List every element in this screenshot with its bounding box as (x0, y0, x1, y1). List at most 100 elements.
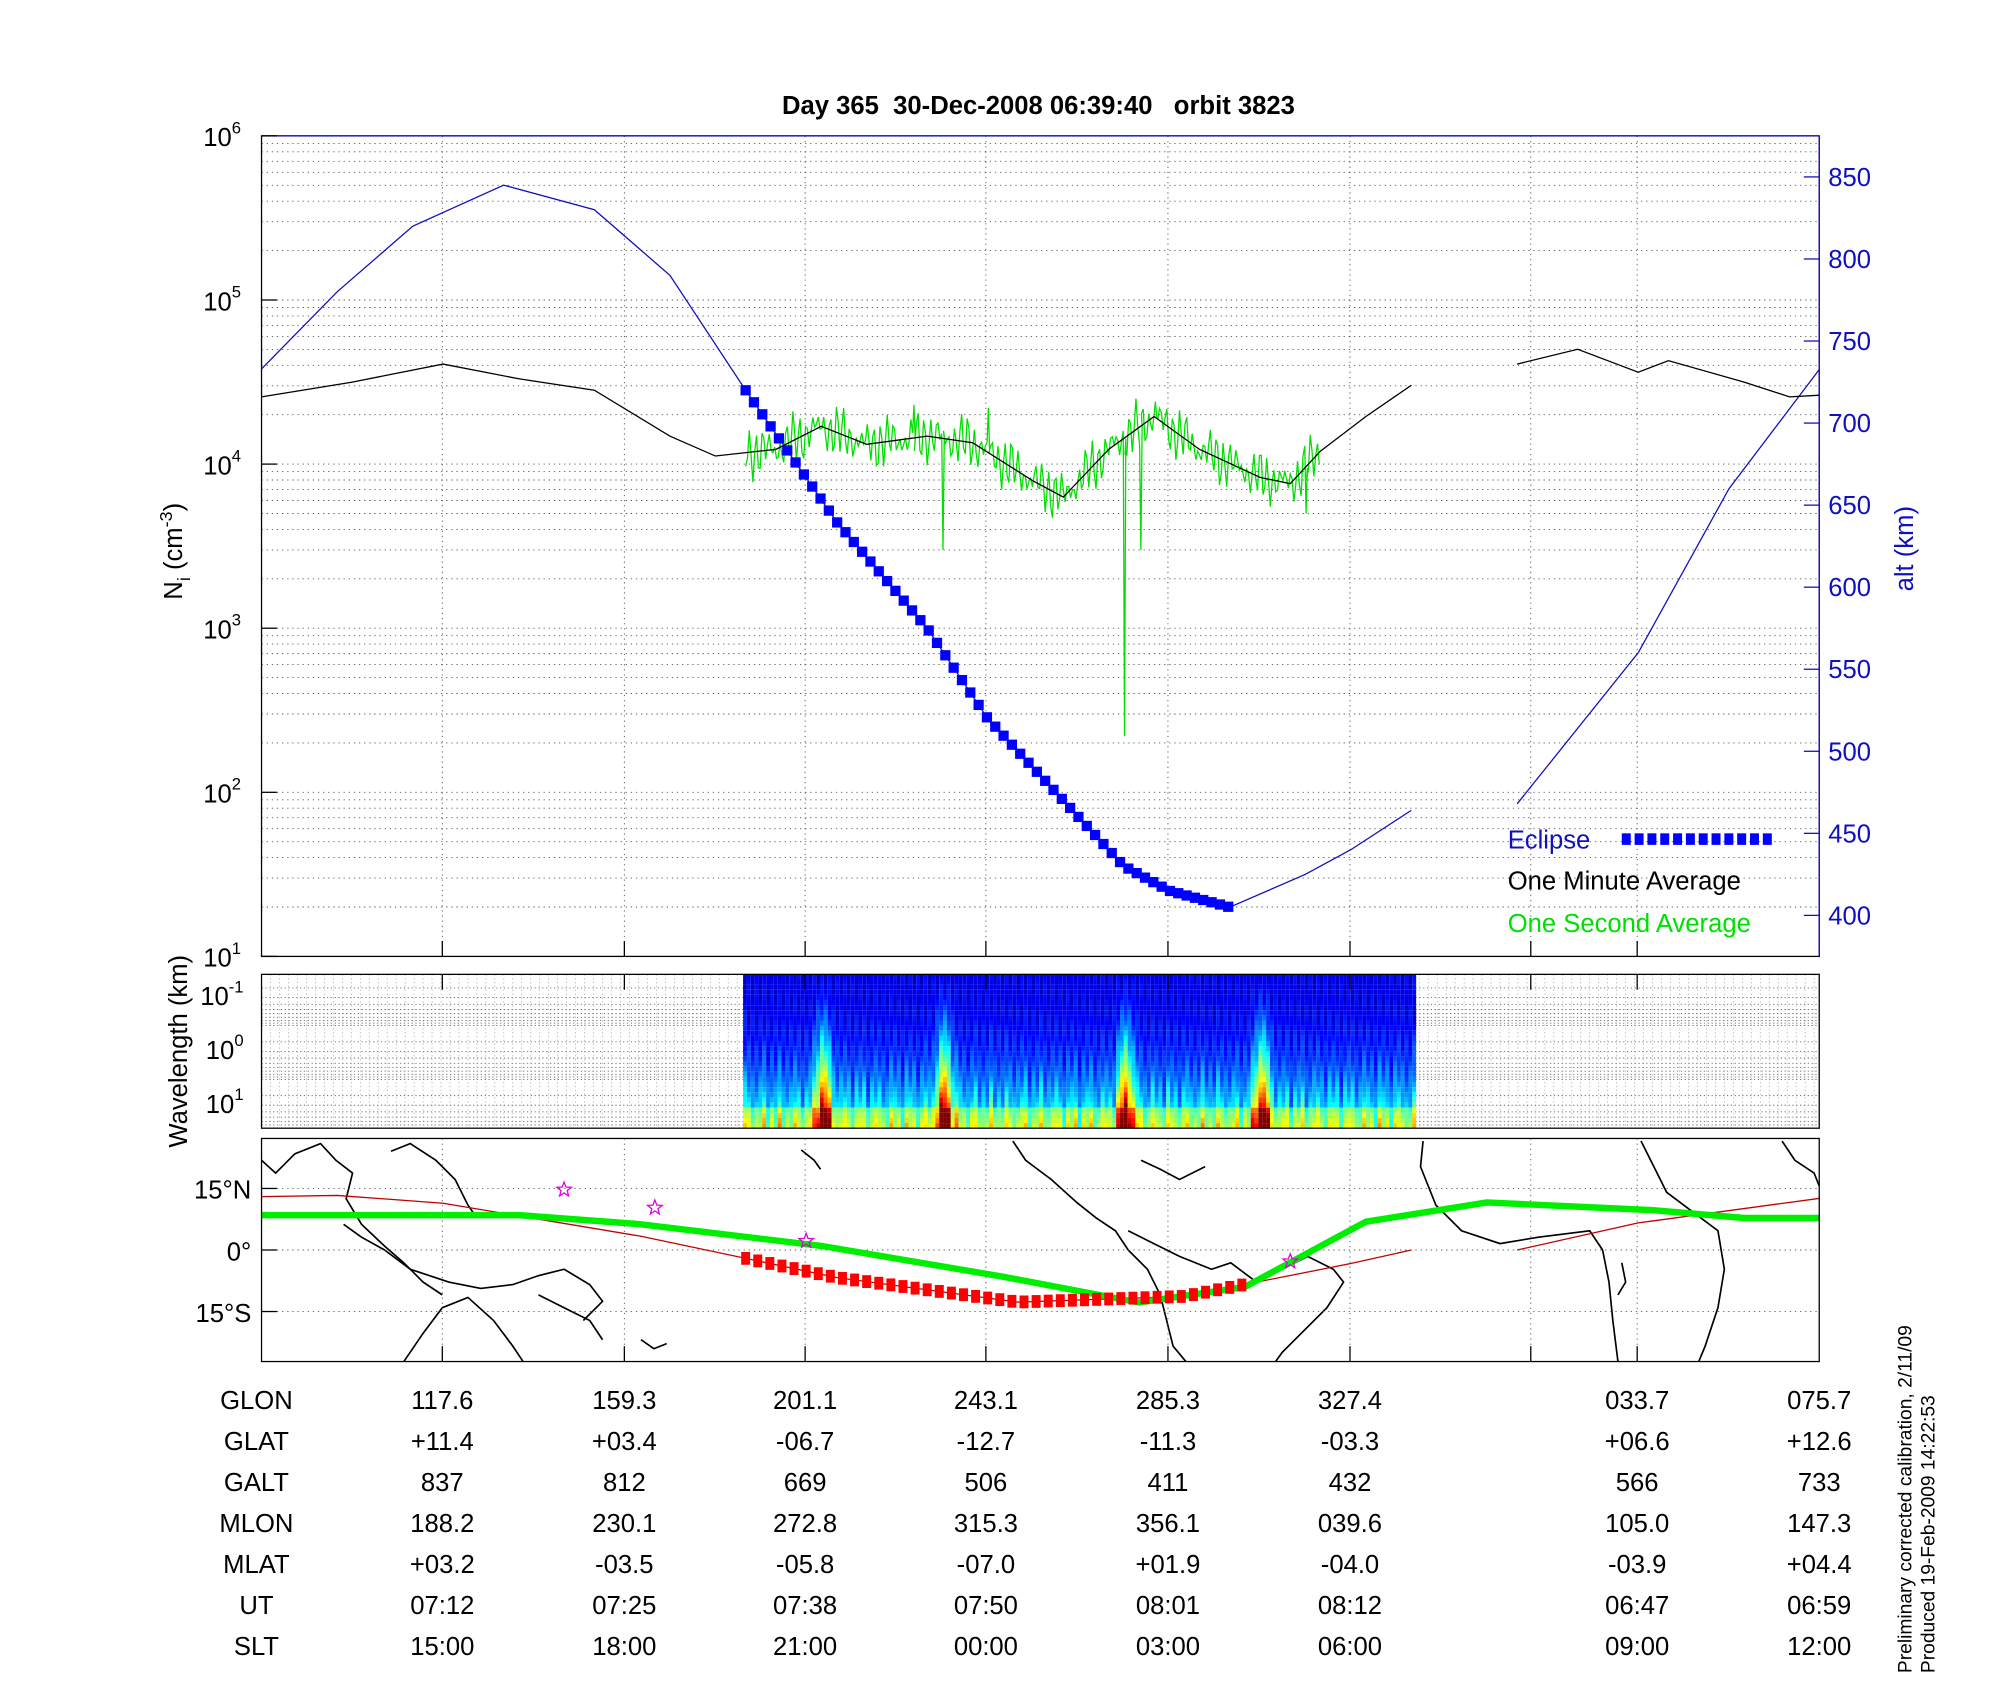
spectrogram-cell (1120, 1010, 1124, 1016)
spectrogram-cell (1254, 989, 1259, 995)
spectrogram-cell (823, 1056, 828, 1062)
spectrogram-cell (843, 1102, 847, 1108)
spectrogram-cell (1235, 1071, 1240, 1077)
spectrogram-cell (781, 1123, 786, 1129)
spectrogram-cell (1277, 1051, 1282, 1057)
spectrogram-cell (1235, 984, 1240, 990)
spectrogram-cell (900, 1051, 905, 1057)
spectrogram-cell (1181, 1071, 1186, 1077)
spectrogram-cell (823, 1071, 828, 1077)
spectrogram-cell (1273, 1035, 1278, 1042)
spectrogram-cell (1000, 994, 1005, 1000)
spectrogram-cell (1193, 1102, 1197, 1108)
spectrogram-cell (1139, 979, 1144, 985)
spectrogram-cell (908, 1046, 913, 1052)
spectrogram-cell (935, 1071, 940, 1077)
spectrogram-cell (896, 1117, 901, 1124)
spectrogram-cell (1089, 1076, 1094, 1083)
spectrogram-cell (916, 984, 920, 990)
spectrogram-cell (843, 1112, 847, 1118)
spectrogram-cell (1220, 1041, 1224, 1047)
spectrogram-cell (1035, 1041, 1040, 1047)
spectrogram-cell (843, 979, 847, 985)
spectrogram-cell (1270, 1035, 1274, 1042)
spectrogram-cell (1066, 1087, 1070, 1093)
spectrogram-cell (816, 1000, 820, 1006)
spectrogram-cell (843, 1005, 847, 1011)
one-minute-average-line (1517, 348, 1820, 398)
spectrogram-cell (893, 1076, 897, 1083)
spectrogram-cell (1243, 1005, 1247, 1011)
spectrogram-cell (1246, 1087, 1251, 1093)
spectrogram-cell (1270, 1071, 1274, 1077)
spectrogram-cell (1154, 974, 1159, 980)
spectrogram-cell (773, 1056, 778, 1062)
spectrogram-cell (889, 1087, 894, 1093)
spectrogram-cell (1196, 1025, 1201, 1031)
spectrogram-cell (1281, 1117, 1286, 1124)
spectrogram-cell (1285, 1061, 1290, 1067)
spectrogram-cell (1258, 1015, 1263, 1021)
spectrogram-cell (1277, 1005, 1282, 1011)
spectrogram-cell (1123, 1030, 1128, 1036)
spectrogram-cell (1058, 1087, 1063, 1093)
spectrogram-cell (885, 1015, 890, 1021)
spectrogram-cell (1073, 1051, 1078, 1057)
spectrogram-cell (1212, 1112, 1217, 1118)
spectrogram-cell (1012, 1071, 1017, 1077)
spectrogram-cell (1120, 1030, 1124, 1036)
spectrogram-cell (812, 1056, 817, 1062)
spectrogram-cell (1285, 1107, 1290, 1113)
spectrogram-cell (831, 1030, 836, 1036)
spectrogram-cell (985, 1107, 990, 1113)
spectrogram-cell (1196, 1056, 1201, 1062)
spectrogram-cell (1039, 1010, 1044, 1016)
spectrogram-cell (1143, 1066, 1147, 1072)
spectrogram-cell (1019, 1076, 1024, 1083)
spectrogram-cell (908, 1112, 913, 1118)
spectrogram-cell (1154, 1066, 1159, 1072)
spectrogram-cell (816, 989, 820, 995)
spectrogram-cell (796, 1076, 801, 1083)
spectrogram-cell (1131, 1087, 1136, 1093)
spectrogram-cell (1227, 1035, 1232, 1042)
spectrogram-cell (846, 1041, 851, 1047)
spectrogram-cell (1116, 1102, 1120, 1108)
spectrogram-cell (762, 989, 767, 995)
spectrogram-cell (804, 1087, 809, 1093)
spectrogram-cell (1004, 1076, 1009, 1083)
spectrogram-cell (1104, 1005, 1109, 1011)
spectrogram-cell (985, 1082, 990, 1088)
spectrogram-cell (1066, 1107, 1070, 1113)
spectrogram-cell (1266, 1112, 1270, 1118)
spectrogram-cell (769, 989, 774, 995)
spectrogram-cell (889, 1041, 894, 1047)
spectrogram-cell (1023, 994, 1028, 1000)
spectrogram-cell (1296, 1000, 1301, 1006)
spectrogram-cell (1027, 1066, 1032, 1072)
spectrogram-cell (989, 1005, 994, 1011)
spectrogram-cell (1081, 1071, 1086, 1077)
spectrogram-cell (1031, 1046, 1036, 1052)
spectrogram-cell (1135, 984, 1140, 990)
spectrogram-cell (1123, 1025, 1128, 1031)
spectrogram-cell (1112, 1020, 1117, 1026)
spectrogram-cell (750, 994, 755, 1000)
spectrogram-cell (823, 1092, 828, 1098)
spectrogram-cell (1243, 1112, 1247, 1118)
spectrogram-cell (823, 1005, 828, 1011)
spectrogram-cell (1093, 1010, 1097, 1016)
spectrogram-cell (1196, 984, 1201, 990)
spectrogram-cell (1050, 1010, 1055, 1016)
spectrogram-cell (1181, 1010, 1186, 1016)
spectrogram-cell (931, 1000, 936, 1006)
spectrogram-cell (981, 1112, 986, 1118)
spectrogram-cell (1058, 979, 1063, 985)
spectrogram-cell (1296, 1035, 1301, 1042)
spectrogram-cell (1289, 989, 1294, 995)
spectrogram-cell (1227, 1071, 1232, 1077)
spectrogram-cell (962, 1041, 967, 1047)
spectrogram-cell (1131, 1025, 1136, 1031)
spectrogram-cell (1181, 1000, 1186, 1006)
spectrogram-cell (869, 1051, 874, 1057)
